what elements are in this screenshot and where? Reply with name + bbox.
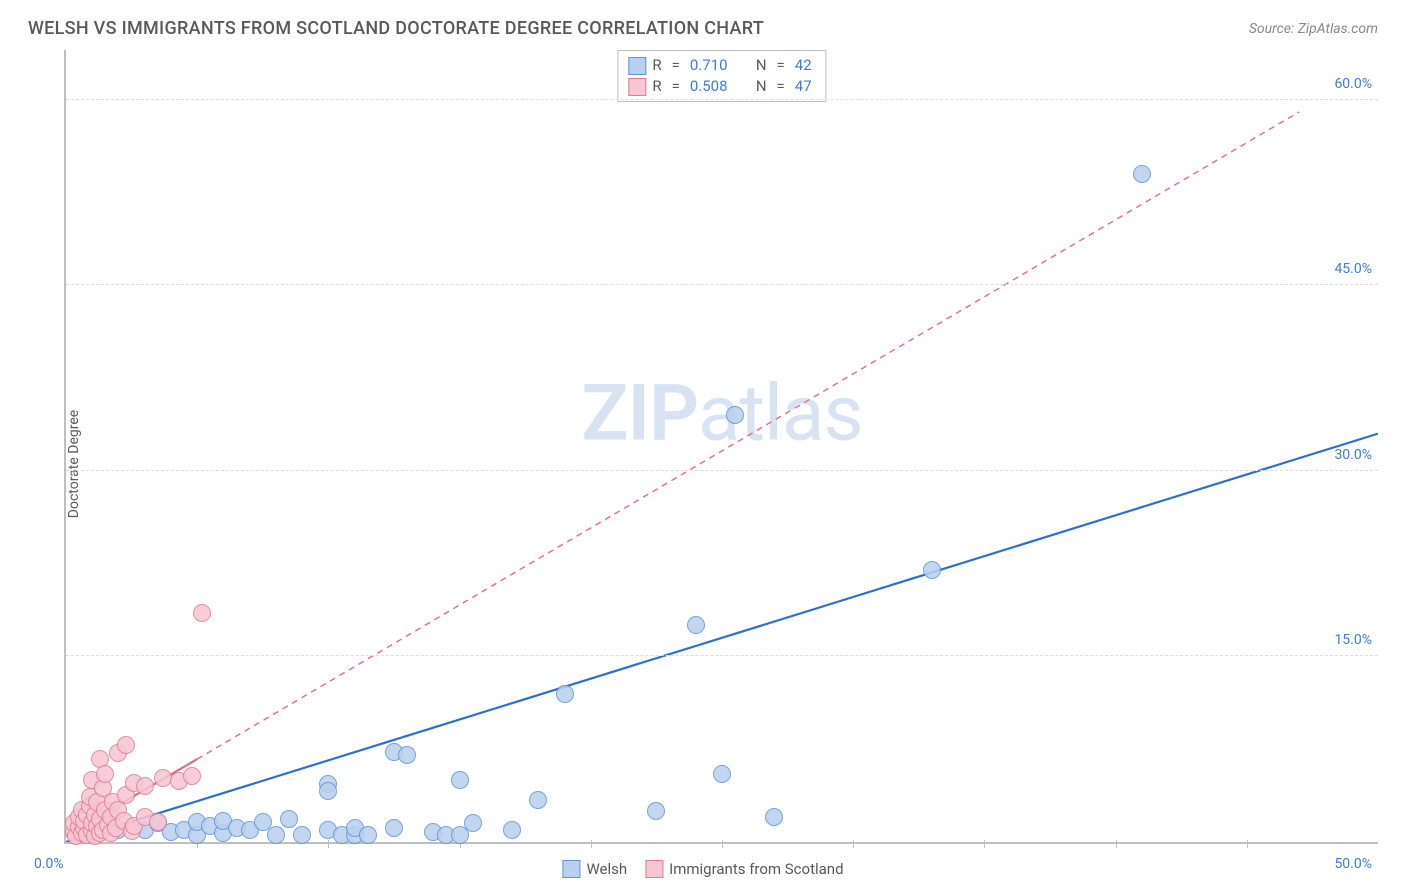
data-point-welsh [765,808,783,826]
data-point-welsh [464,814,482,832]
y-tick-label: 60.0% [1334,76,1372,92]
x-tickmark [328,840,329,848]
x-tickmark [722,840,723,848]
source-credit: Source: ZipAtlas.com [1249,21,1378,37]
y-tick-label: 30.0% [1334,447,1372,463]
y-tick-label: 15.0% [1334,632,1372,648]
x-tickmark [1116,840,1117,848]
data-point-scotland [96,765,114,783]
gridline [66,99,1378,100]
legend-row-scotland: R=0.508N=47 [628,76,811,97]
data-point-welsh [385,819,403,837]
legend-item-welsh: Welsh [562,860,627,878]
data-point-scotland [149,813,167,831]
gridline [66,655,1378,656]
data-point-welsh [713,765,731,783]
data-point-welsh [529,791,547,809]
data-point-welsh [398,746,416,764]
data-point-welsh [359,826,377,844]
legend-item-scotland: Immigrants from Scotland [645,860,843,878]
plot-region: ZIPatlas R=0.710N=42R=0.508N=47 15.0% 30.… [64,50,1378,844]
series-legend: Welsh Immigrants from Scotland [562,860,843,878]
x-tick-max: 50.0% [1334,856,1372,872]
data-point-welsh [1133,165,1151,183]
data-point-welsh [293,826,311,844]
gridline [66,470,1378,471]
data-point-welsh [726,406,744,424]
data-point-welsh [280,810,298,828]
x-tick-min: 0.0% [34,856,64,872]
data-point-welsh [687,616,705,634]
correlation-legend: R=0.710N=42R=0.508N=47 [617,50,826,102]
watermark: ZIPatlas [581,369,862,460]
data-point-scotland [136,777,154,795]
data-point-scotland [117,736,135,754]
trend-lines [66,50,1378,842]
data-point-welsh [647,802,665,820]
data-point-welsh [556,685,574,703]
legend-row-welsh: R=0.710N=42 [628,55,811,76]
chart-area: Doctorate Degree ZIPatlas R=0.710N=42R=0… [28,50,1378,878]
data-point-welsh [267,826,285,844]
data-point-scotland [183,767,201,785]
x-tickmark [984,840,985,848]
data-point-scotland [193,604,211,622]
x-tickmark [853,840,854,848]
data-point-welsh [503,821,521,839]
y-tick-label: 45.0% [1334,261,1372,277]
data-point-welsh [923,561,941,579]
chart-title: WELSH VS IMMIGRANTS FROM SCOTLAND DOCTOR… [28,18,764,39]
x-tickmark [591,840,592,848]
x-tickmark [1247,840,1248,848]
data-point-welsh [319,782,337,800]
data-point-welsh [451,771,469,789]
gridline [66,284,1378,285]
